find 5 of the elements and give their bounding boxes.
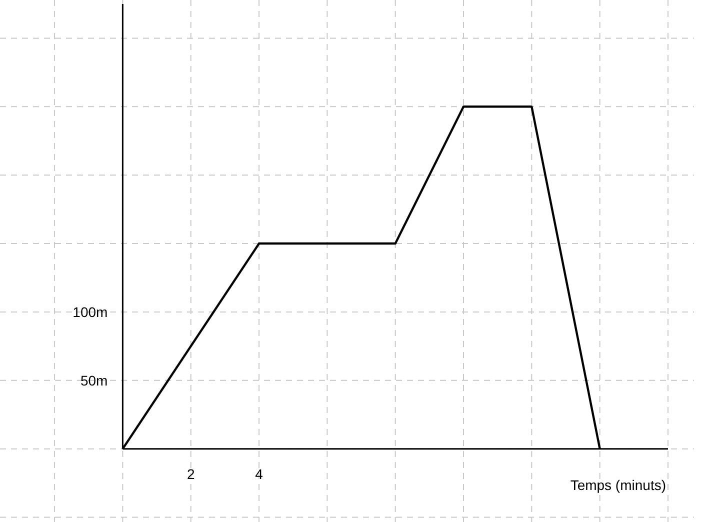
x-tick-label: 2 bbox=[186, 466, 195, 482]
x-tick-label: 4 bbox=[255, 466, 264, 482]
x-axis-title: Temps (minuts) bbox=[570, 476, 666, 493]
y-tick-label: 50m bbox=[80, 372, 108, 388]
y-tick-label: 100m bbox=[72, 304, 108, 320]
